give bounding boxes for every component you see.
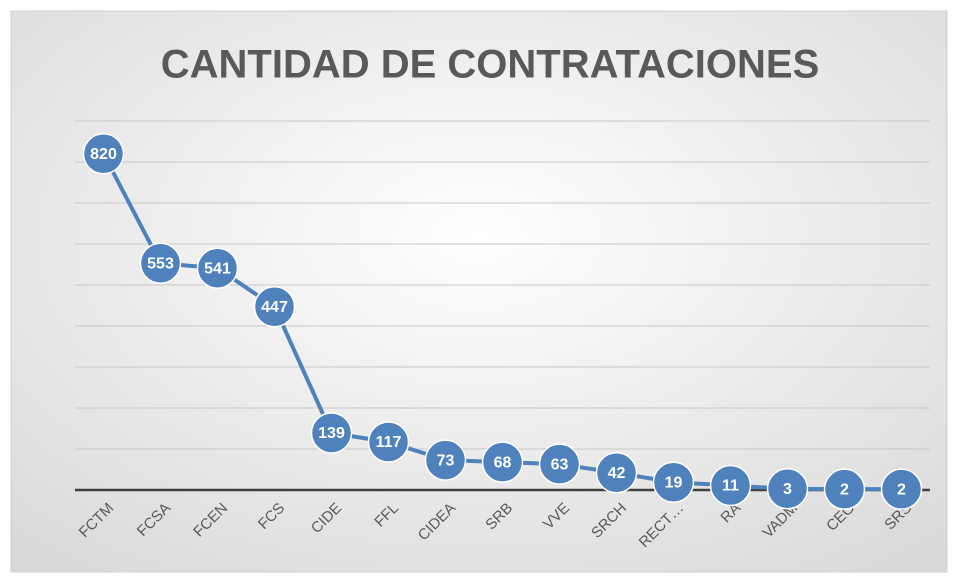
data-label: 2: [840, 481, 849, 498]
data-label: 447: [261, 299, 288, 316]
data-label: 19: [665, 474, 683, 491]
marker: [310, 412, 353, 454]
data-label: 820: [90, 146, 117, 163]
marker: [253, 285, 296, 328]
data-label: 3: [783, 481, 792, 498]
data-label: 73: [437, 452, 455, 469]
marker: [880, 468, 923, 510]
marker: [481, 441, 524, 483]
data-label: 11: [722, 478, 739, 495]
chart-title: CANTIDAD DE CONTRATACIONES: [161, 43, 820, 87]
marker: [709, 464, 752, 507]
marker: [595, 452, 638, 494]
marker: [424, 439, 467, 481]
marker: [538, 443, 581, 485]
marker: [196, 247, 239, 289]
data-label: 68: [494, 454, 512, 471]
data-label: 541: [204, 260, 231, 277]
marker: [823, 468, 866, 510]
data-label: 2: [897, 481, 906, 498]
marker: [367, 421, 410, 463]
marker: [139, 242, 182, 285]
data-label: 553: [147, 255, 174, 272]
marker: [652, 461, 695, 503]
marker: [82, 133, 125, 175]
marker: [766, 468, 809, 510]
data-label: 42: [608, 465, 626, 482]
data-label: 117: [376, 434, 402, 451]
data-label: 63: [551, 456, 569, 473]
data-label: 139: [318, 425, 345, 442]
